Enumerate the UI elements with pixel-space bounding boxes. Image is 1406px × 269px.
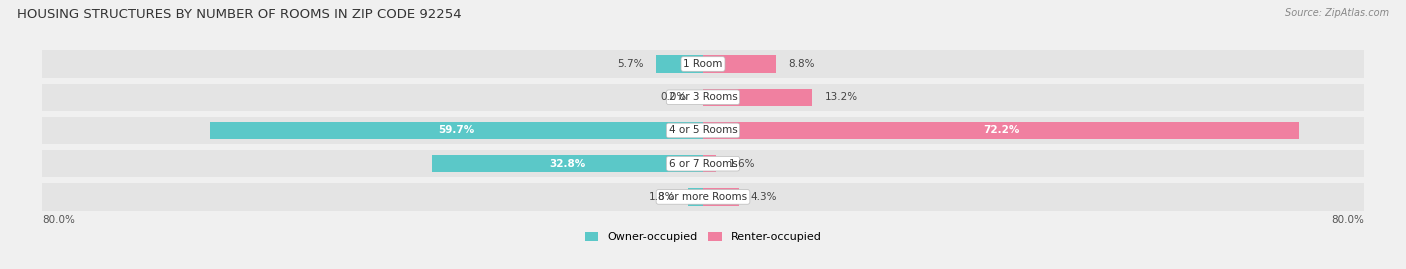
- Text: 2 or 3 Rooms: 2 or 3 Rooms: [669, 92, 737, 102]
- Bar: [42, 50, 1364, 78]
- Text: 0.0%: 0.0%: [661, 92, 686, 102]
- Bar: [703, 89, 813, 106]
- Bar: [688, 188, 703, 206]
- Text: 1.6%: 1.6%: [728, 159, 755, 169]
- Text: 4.3%: 4.3%: [751, 192, 778, 202]
- Text: HOUSING STRUCTURES BY NUMBER OF ROOMS IN ZIP CODE 92254: HOUSING STRUCTURES BY NUMBER OF ROOMS IN…: [17, 8, 461, 21]
- Text: 4 or 5 Rooms: 4 or 5 Rooms: [669, 125, 737, 136]
- Legend: Owner-occupied, Renter-occupied: Owner-occupied, Renter-occupied: [581, 228, 825, 247]
- Text: 1 Room: 1 Room: [683, 59, 723, 69]
- Text: 32.8%: 32.8%: [550, 159, 586, 169]
- Bar: [703, 122, 1299, 139]
- Bar: [703, 155, 716, 172]
- Text: 72.2%: 72.2%: [983, 125, 1019, 136]
- Text: 8.8%: 8.8%: [789, 59, 814, 69]
- Text: 6 or 7 Rooms: 6 or 7 Rooms: [669, 159, 737, 169]
- Bar: [657, 55, 703, 73]
- Bar: [703, 55, 776, 73]
- Bar: [42, 150, 1364, 177]
- Text: 80.0%: 80.0%: [42, 215, 75, 225]
- Bar: [209, 122, 703, 139]
- Bar: [703, 188, 738, 206]
- Text: 8 or more Rooms: 8 or more Rooms: [658, 192, 748, 202]
- Bar: [432, 155, 703, 172]
- Bar: [42, 183, 1364, 211]
- Text: 59.7%: 59.7%: [439, 125, 475, 136]
- Bar: [42, 84, 1364, 111]
- Text: 13.2%: 13.2%: [824, 92, 858, 102]
- Bar: [42, 117, 1364, 144]
- Text: 80.0%: 80.0%: [1331, 215, 1364, 225]
- Text: 1.8%: 1.8%: [650, 192, 676, 202]
- Text: 5.7%: 5.7%: [617, 59, 644, 69]
- Text: Source: ZipAtlas.com: Source: ZipAtlas.com: [1285, 8, 1389, 18]
